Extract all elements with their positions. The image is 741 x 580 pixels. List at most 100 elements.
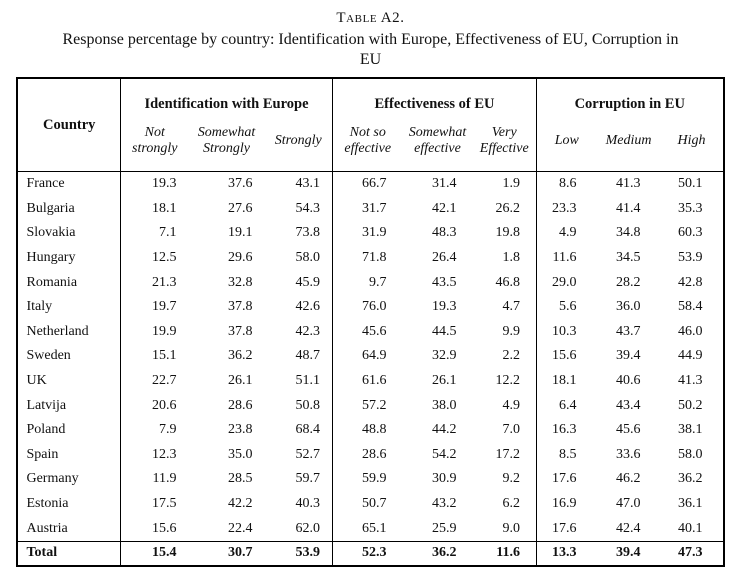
value-cell: 6.2 [502,496,521,512]
value-cell: 46.8 [495,274,521,290]
value-cell: 36.2 [678,471,703,487]
value-cell: 19.1 [227,225,253,241]
value-cell: 9.0 [502,520,521,536]
value-cell: 8.6 [536,171,597,197]
value-cell: 42.6 [295,299,320,315]
value-cell: 37.8 [227,323,253,339]
value-cell: 58.0 [678,446,703,462]
value-cell: 16.3 [536,417,597,443]
value-cell: 6.4 [536,393,597,418]
value-cell: 71.8 [331,245,403,271]
value-cell: 12.5 [119,245,189,271]
value-cell: 1.8 [502,250,521,266]
value-cell: 46.2 [616,471,641,487]
value-cell: 25.9 [431,520,457,536]
value-cell: 18.1 [119,196,189,222]
table-row: Bulgaria 18.1 27.6 54.3 31.7 42.1 26.2 23.3 41.4… [17,196,723,222]
value-cell: 47.0 [616,496,641,512]
value-cell: 50.2 [678,397,703,413]
value-cell: 19.3 [431,299,457,315]
value-cell: 34.8 [616,225,641,241]
table-row: Germany 11.9 28.5 59.7 59.9 30.9 9.2 17.6 46.2 36… [17,467,723,492]
value-cell: 17.6 [536,516,597,542]
value-cell: 53.9 [678,250,703,266]
subheader-low: Low [536,115,597,172]
value-cell: 38.1 [678,422,703,438]
value-cell: 46.0 [678,323,703,339]
value-cell: 48.3 [431,225,457,241]
value-cell: 54.3 [295,200,320,216]
value-cell: 12.3 [119,442,189,468]
value-cell: 62.0 [295,520,320,536]
value-cell: 42.3 [295,323,320,339]
value-cell: 34.5 [616,250,641,266]
country-cell: Romania [26,274,78,290]
table-row: Latvija 20.6 28.6 50.8 57.2 38.0 4.9 6.4 43.4 50.… [17,393,723,418]
value-cell: 59.7 [295,471,320,487]
value-cell: 28.6 [331,442,403,468]
total-value-cell: 47.3 [660,540,724,566]
country-cell: Hungary [26,250,76,266]
value-cell: 44.2 [431,422,457,438]
value-cell: 44.9 [678,348,703,364]
value-cell: 42.2 [227,496,253,512]
value-cell: 26.2 [495,200,521,216]
value-cell: 41.3 [616,176,641,192]
table-row: Sweden 15.1 36.2 48.7 64.9 32.9 2.2 15.6 39.4 44.… [17,344,723,369]
table-caption-title: Table A2. [336,10,405,26]
value-cell: 35.3 [678,200,703,216]
value-cell: 10.3 [536,319,597,345]
value-cell: 64.9 [331,344,403,369]
value-cell: 9.2 [502,471,521,487]
value-cell: 22.7 [119,368,189,394]
value-cell: 7.1 [119,221,189,246]
country-cell: Austria [26,520,68,536]
table-row: Estonia 17.5 42.2 40.3 50.7 43.2 6.2 16.9 47.0 36… [17,491,723,517]
value-cell: 50.1 [678,176,703,192]
value-cell: 33.6 [616,446,641,462]
value-cell: 31.9 [331,221,403,246]
value-cell: 59.9 [331,467,403,492]
table-row: Netherland 19.9 37.8 42.3 45.6 44.5 9.9 10.3 43.… [17,319,723,345]
table-row: Italy 19.7 37.8 42.6 76.0 19.3 4.7 5.6 36.0 58.4 [17,294,723,320]
value-cell: 29.0 [536,270,597,295]
value-cell: 19.9 [119,319,189,345]
country-cell: UK [26,373,47,389]
group-header-effectiveness: Effectiveness of EU [331,78,537,115]
subheader-medium: Medium [596,115,661,172]
value-cell: 12.2 [495,373,521,389]
value-cell: 19.8 [495,225,521,241]
total-value-cell: 39.4 [596,540,661,566]
value-cell: 45.6 [616,422,641,438]
value-cell: 2.2 [502,348,521,364]
value-cell: 31.4 [431,176,457,192]
value-cell: 36.1 [678,496,703,512]
country-cell: France [26,176,65,192]
value-cell: 18.1 [536,368,597,394]
value-cell: 43.4 [616,397,641,413]
total-value-cell: 53.9 [264,540,333,566]
value-cell: 35.0 [227,446,253,462]
country-cell: Bulgaria [26,200,75,216]
value-cell: 57.2 [331,393,403,418]
value-cell: 8.5 [536,442,597,468]
value-cell: 1.9 [502,176,521,192]
country-cell: Estonia [26,496,69,512]
value-cell: 28.2 [616,274,641,290]
value-cell: 30.9 [431,471,457,487]
value-cell: 32.9 [431,348,457,364]
value-cell: 42.8 [678,274,703,290]
value-cell: 26.1 [227,373,253,389]
subtitle-line-1: Response percentage by country: Identifi… [62,31,679,48]
value-cell: 58.4 [678,299,703,315]
country-cell: Germany [26,471,79,487]
subheader-somewhat-strongly: Somewhat Strongly [188,115,265,172]
country-cell: Poland [26,422,66,438]
value-cell: 19.3 [119,171,189,197]
value-cell: 4.9 [536,221,597,246]
total-value-cell: 11.6 [472,540,537,566]
value-cell: 31.7 [331,196,403,222]
value-cell: 15.6 [536,344,597,369]
value-cell: 28.6 [227,397,253,413]
value-cell: 23.3 [536,196,597,222]
